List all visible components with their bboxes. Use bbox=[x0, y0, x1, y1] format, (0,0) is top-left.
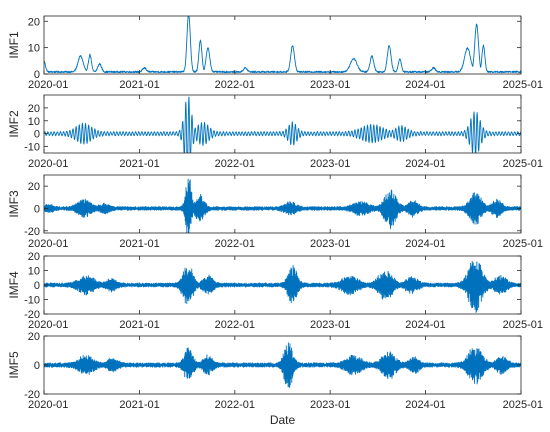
x-tick-label: 2020-01 bbox=[28, 79, 68, 91]
y-tick-label: 10 bbox=[28, 116, 40, 128]
x-tick-label: 2021-01 bbox=[119, 238, 159, 250]
x-tick-label: 2020-01 bbox=[28, 319, 68, 331]
y-tick-label: -20 bbox=[24, 309, 40, 321]
y-axis-label: IMF3 bbox=[7, 190, 21, 218]
plot-frame bbox=[43, 174, 522, 234]
y-axis-label: IMF5 bbox=[7, 351, 21, 379]
imf-panel-1: 0 10 20 2020-01 2021-01 2022-01 2023-01 2024-01… bbox=[7, 15, 543, 91]
y-tick-label: 20 bbox=[28, 181, 40, 193]
y-tick-label: -20 bbox=[24, 389, 40, 401]
x-axis-label: Date bbox=[270, 413, 296, 427]
x-tick-label: 2024-01 bbox=[405, 319, 445, 331]
x-tick-label: 2022-01 bbox=[215, 238, 255, 250]
y-tick-label: 10 bbox=[28, 43, 40, 55]
imf5-series-line bbox=[44, 342, 521, 388]
x-tick-label: 2025-01 bbox=[503, 319, 543, 331]
imf3-series-line bbox=[44, 178, 521, 233]
x-tick-label: 2021-01 bbox=[119, 158, 159, 170]
imf-panel-4: -20 -10 0 10 20 2020-01 2021-01 2022-01 2023-01 2… bbox=[7, 251, 543, 331]
x-tick-label: 2022-01 bbox=[215, 158, 255, 170]
plot-frame bbox=[43, 94, 522, 154]
x-tick-label: 2025-01 bbox=[503, 79, 543, 91]
y-tick-label: 0 bbox=[34, 129, 40, 141]
y-tick-label: 20 bbox=[28, 16, 40, 28]
y-tick-label: 0 bbox=[34, 360, 40, 372]
plot-frame bbox=[43, 15, 522, 75]
x-tick-label: 2020-01 bbox=[28, 399, 68, 411]
x-tick-label: 2020-01 bbox=[28, 158, 68, 170]
y-axis-label: IMF4 bbox=[7, 271, 21, 299]
x-tick-label: 2023-01 bbox=[310, 79, 350, 91]
x-tick-label: 2023-01 bbox=[310, 238, 350, 250]
x-tick-label: 2023-01 bbox=[310, 319, 350, 331]
x-tick-label: 2024-01 bbox=[405, 238, 445, 250]
imf2-series-line bbox=[44, 96, 521, 153]
y-axis-label: IMF2 bbox=[7, 110, 21, 138]
y-tick-label: 0 bbox=[34, 280, 40, 292]
x-tick-label: 2023-01 bbox=[310, 158, 350, 170]
x-tick-label: 2022-01 bbox=[215, 399, 255, 411]
x-tick-label: 2020-01 bbox=[28, 238, 68, 250]
y-tick-label: 10 bbox=[28, 266, 40, 278]
y-tick-label: -10 bbox=[24, 295, 40, 307]
x-tick-label: 2023-01 bbox=[310, 399, 350, 411]
x-tick-label: 2021-01 bbox=[119, 399, 159, 411]
imf-panel-5: -20 0 20 2020-01 2021-01 2022-01 2023-01 2024-0… bbox=[7, 331, 543, 427]
x-tick-label: 2021-01 bbox=[119, 319, 159, 331]
x-tick-label: 2022-01 bbox=[215, 319, 255, 331]
y-tick-label: 20 bbox=[28, 331, 40, 343]
y-tick-label: 0 bbox=[34, 203, 40, 215]
y-axis-label: IMF1 bbox=[7, 31, 21, 59]
x-tick-label: 2022-01 bbox=[215, 79, 255, 91]
x-tick-label: 2024-01 bbox=[405, 79, 445, 91]
y-tick-label: 20 bbox=[28, 103, 40, 115]
imf1-series-line bbox=[44, 16, 521, 74]
x-tick-label: 2025-01 bbox=[503, 158, 543, 170]
y-tick-label: -20 bbox=[24, 226, 40, 238]
imf-panel-3: -20 0 20 2020-01 2021-01 2022-01 2023-01 2024-0… bbox=[7, 174, 543, 250]
x-tick-label: 2025-01 bbox=[503, 238, 543, 250]
x-tick-label: 2024-01 bbox=[405, 399, 445, 411]
x-tick-label: 2021-01 bbox=[119, 79, 159, 91]
imf4-series-line bbox=[44, 261, 521, 313]
y-tick-label: 20 bbox=[28, 251, 40, 263]
y-tick-label: 0 bbox=[34, 69, 40, 81]
x-tick-label: 2025-01 bbox=[503, 399, 543, 411]
y-tick-label: -10 bbox=[24, 142, 40, 154]
x-tick-label: 2024-01 bbox=[405, 158, 445, 170]
